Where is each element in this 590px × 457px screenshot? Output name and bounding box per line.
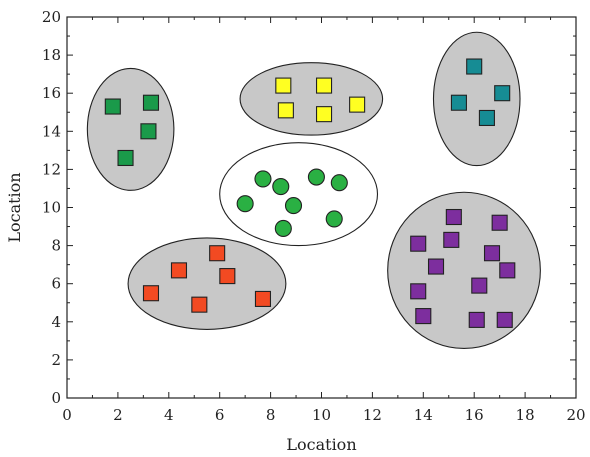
x-tick-label: 18	[516, 406, 535, 424]
y-tick-label: 10	[42, 199, 61, 217]
data-point	[142, 285, 160, 302]
y-tick-label: 12	[42, 160, 61, 178]
y-tick-label: 4	[51, 313, 61, 331]
data-point	[415, 308, 432, 325]
x-axis-title: Location	[286, 435, 356, 454]
x-tick-label: 2	[113, 406, 123, 424]
cluster-purple-squares	[387, 191, 541, 350]
data-point	[450, 94, 467, 111]
data-point	[284, 197, 303, 215]
y-tick-label: 6	[51, 275, 61, 293]
x-tick-label: 16	[465, 406, 484, 424]
cluster-green-squares	[86, 67, 175, 191]
cluster-teal-squares	[432, 31, 521, 167]
cluster-ellipse	[127, 237, 287, 330]
y-tick-label: 20	[42, 8, 61, 26]
x-tick-label: 0	[62, 406, 72, 424]
data-point	[254, 170, 272, 188]
x-tick-label: 10	[312, 406, 331, 424]
cluster-ellipse	[432, 31, 521, 167]
y-tick-label: 18	[42, 46, 61, 64]
x-tick-label: 12	[363, 406, 382, 424]
data-point	[330, 174, 348, 192]
data-point	[478, 109, 495, 127]
data-point	[443, 231, 460, 248]
data-point	[491, 214, 508, 231]
data-point	[410, 283, 427, 300]
data-point	[325, 210, 343, 228]
data-point	[117, 149, 134, 167]
data-point	[209, 245, 226, 262]
x-tick-label: 6	[215, 406, 225, 424]
data-point	[410, 235, 427, 252]
x-tick-label: 20	[566, 406, 585, 424]
data-point	[445, 208, 462, 226]
data-point	[170, 262, 188, 279]
x-tick-label: 8	[266, 406, 276, 424]
data-point	[427, 258, 445, 275]
data-point	[499, 262, 516, 279]
cluster-green-circles	[219, 142, 379, 247]
data-point	[142, 94, 160, 111]
data-point	[219, 268, 236, 285]
data-point	[274, 219, 292, 238]
y-tick-label: 16	[42, 84, 61, 102]
data-point	[315, 77, 333, 94]
cluster-ellipse	[219, 142, 379, 247]
data-point	[494, 85, 511, 102]
cluster-layer	[86, 31, 541, 350]
y-tick-label: 8	[51, 237, 61, 255]
data-point	[483, 245, 501, 262]
cluster-yellow-squares	[239, 62, 384, 136]
data-point	[349, 96, 366, 113]
tick-layer: 0 2 4 6 8 10 12 14 16 18 20 0 2 4 6 8 10 12 14 16 18 20	[42, 8, 586, 424]
y-axis-title: Location	[5, 172, 24, 242]
data-point	[277, 102, 294, 119]
data-point	[307, 168, 325, 186]
data-point	[275, 77, 292, 94]
x-tick-label: 4	[164, 406, 174, 424]
data-point	[254, 290, 272, 307]
data-point	[496, 311, 513, 328]
data-point	[191, 296, 208, 313]
cluster-ellipse	[86, 67, 175, 191]
data-point	[466, 58, 483, 75]
y-tick-label: 2	[51, 351, 61, 369]
y-tick-label: 14	[42, 122, 61, 140]
data-point	[236, 195, 254, 213]
cluster-ellipse	[387, 191, 541, 350]
x-tick-label: 14	[414, 406, 433, 424]
data-point	[272, 177, 290, 196]
y-tick-label: 0	[51, 389, 61, 407]
data-point	[140, 123, 157, 140]
cluster-red-squares	[127, 237, 287, 330]
data-point	[468, 311, 485, 328]
data-point	[315, 106, 333, 123]
data-point	[471, 277, 488, 294]
data-point	[104, 98, 121, 115]
